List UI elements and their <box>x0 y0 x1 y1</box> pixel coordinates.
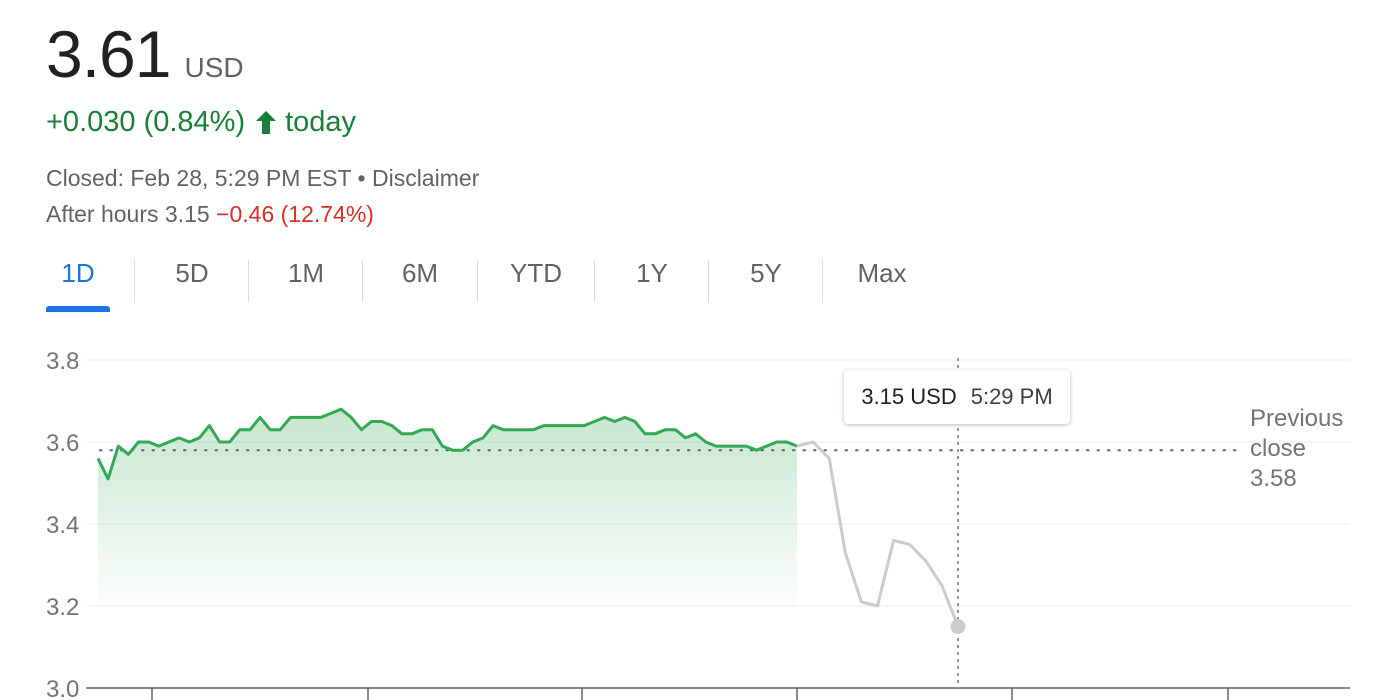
hover-point <box>950 619 966 634</box>
y-tick-label: 3.2 <box>46 594 79 621</box>
tab-divider <box>248 260 249 302</box>
tab-divider <box>134 260 135 302</box>
tab-5d[interactable]: 5D <box>175 258 209 288</box>
y-tick-label: 3.8 <box>46 348 79 375</box>
y-tick-label: 3.0 <box>46 676 79 700</box>
previous-close-line2: close <box>1250 435 1307 462</box>
current-price: 3.61 <box>46 17 171 91</box>
tab-divider <box>362 260 363 302</box>
tab-6m[interactable]: 6M <box>401 258 439 288</box>
after-hours-change: −0.46 (12.74%) <box>216 201 374 227</box>
currency-label: USD <box>184 52 244 83</box>
after-hours-label: After hours 3.15 <box>46 201 210 227</box>
tab-divider <box>822 260 823 302</box>
change-value: +0.030 (0.84%) <box>46 106 246 138</box>
regular-hours-line <box>96 407 798 481</box>
market-status: Closed: Feb 28, 5:29 PM EST • Disclaimer <box>46 165 479 192</box>
tab-divider <box>477 260 478 302</box>
tab-max[interactable]: Max <box>857 258 907 288</box>
tab-ytd[interactable]: YTD <box>510 258 562 288</box>
meta-separator: • <box>351 165 372 191</box>
previous-close-label: Previous close 3.58 <box>1250 404 1343 494</box>
after-hours-line <box>796 440 960 628</box>
tab-divider <box>708 260 709 302</box>
tab-1y[interactable]: 1Y <box>636 258 668 288</box>
tooltip-time: 5:29 PM <box>970 384 1053 409</box>
price-header: 3.61 USD <box>46 16 244 92</box>
change-suffix: today <box>285 106 357 138</box>
regular-hours-area <box>98 409 797 606</box>
disclaimer-link[interactable]: Disclaimer <box>371 165 480 191</box>
price-chart[interactable]: 3.8 3.6 3.4 3.2 3.0 <box>0 340 1400 700</box>
y-tick-label: 3.6 <box>46 430 79 457</box>
y-tick-label: 3.4 <box>46 512 79 539</box>
tab-1d[interactable]: 1D <box>61 258 95 288</box>
after-hours: After hours 3.15 −0.46 (12.74%) <box>46 201 374 228</box>
previous-close-line1: Previous <box>1250 405 1344 432</box>
previous-close-value: 3.58 <box>1250 465 1297 492</box>
closed-text: Closed: Feb 28, 5:29 PM EST <box>46 165 352 191</box>
arrow-up-icon <box>255 110 277 136</box>
tooltip-value: 3.15 USD <box>861 384 957 409</box>
daily-change: +0.030 (0.84%) today <box>46 106 356 139</box>
active-tab-indicator <box>46 306 110 312</box>
tab-1m[interactable]: 1M <box>287 258 325 288</box>
hover-tooltip: 3.15 USD 5:29 PM <box>844 370 1070 424</box>
tab-divider <box>594 260 595 302</box>
tab-5y[interactable]: 5Y <box>750 258 782 288</box>
